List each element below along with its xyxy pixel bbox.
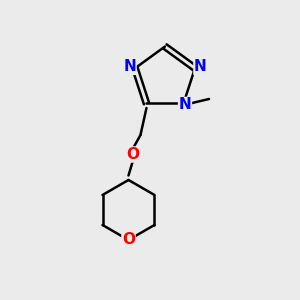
Text: O: O <box>127 147 140 162</box>
Text: N: N <box>178 98 191 112</box>
Text: O: O <box>122 232 135 247</box>
Text: N: N <box>194 59 207 74</box>
Text: N: N <box>123 59 136 74</box>
